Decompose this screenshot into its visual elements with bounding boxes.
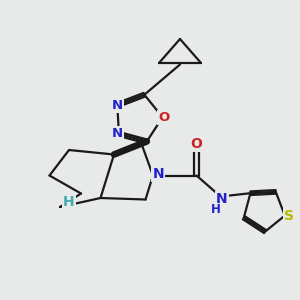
Text: N: N (112, 128, 123, 140)
Text: O: O (158, 111, 170, 124)
Text: O: O (190, 137, 202, 151)
Text: N: N (153, 167, 164, 181)
Text: N: N (216, 192, 228, 206)
Text: S: S (284, 208, 294, 223)
Text: H: H (63, 196, 75, 209)
Text: N: N (112, 99, 123, 112)
Text: H: H (211, 202, 221, 216)
